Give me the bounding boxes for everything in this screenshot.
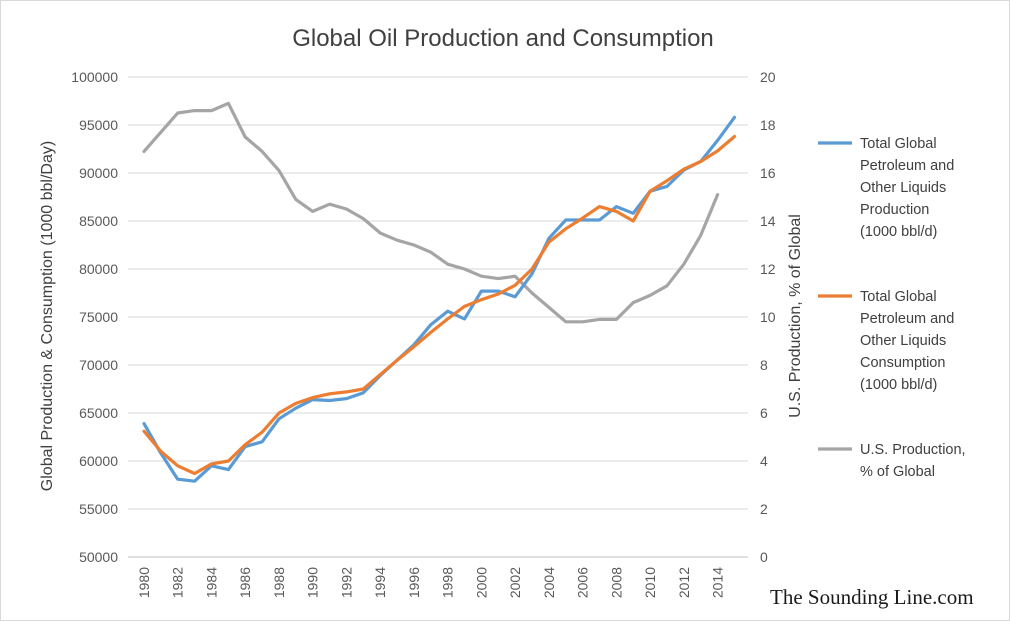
left-tick-label: 55000 <box>79 501 118 517</box>
left-tick-label: 90000 <box>79 165 118 181</box>
chart-title: Global Oil Production and Consumption <box>292 25 714 52</box>
left-tick-label: 85000 <box>79 213 118 229</box>
left-tick-label: 75000 <box>79 309 118 325</box>
x-tick-label: 1992 <box>338 567 354 598</box>
legend-label-line: (1000 bbl/d) <box>860 224 937 240</box>
right-axis-ticks: 0 2 4 6 8 10 12 14 16 18 20 <box>760 69 776 565</box>
right-tick-label: 16 <box>760 165 776 181</box>
x-tick-label: 2000 <box>473 567 489 598</box>
legend-label-line: Other Liquids <box>860 333 946 349</box>
legend-label-line: Total Global <box>860 136 937 152</box>
legend-label-line: U.S. Production, <box>860 442 966 458</box>
legend-label-3: U.S. Production, % of Global <box>860 442 966 480</box>
right-tick-label: 8 <box>760 357 768 373</box>
right-tick-label: 14 <box>760 213 776 229</box>
left-tick-label: 100000 <box>71 69 118 85</box>
left-tick-label: 50000 <box>79 549 118 565</box>
legend-label-line: Petroleum and <box>860 158 954 174</box>
right-tick-label: 20 <box>760 69 776 85</box>
left-tick-label: 60000 <box>79 453 118 469</box>
legend-label-line: Other Liquids <box>860 180 946 196</box>
series-line-2 <box>142 134 737 476</box>
right-tick-label: 18 <box>760 117 776 133</box>
legend-label-2: Total Global Petroleum and Other Liquids Co… <box>860 289 954 393</box>
x-tick-label: 1996 <box>406 567 422 598</box>
x-tick-label: 2006 <box>575 567 591 598</box>
legend: Total Global Petroleum and Other Liquids Pr… <box>818 136 966 480</box>
x-tick-label: 2008 <box>608 567 624 598</box>
x-tick-label: 2002 <box>507 567 523 598</box>
left-tick-label: 95000 <box>79 117 118 133</box>
right-axis-title: U.S. Production, % of Global <box>787 214 804 418</box>
legend-label-1: Total Global Petroleum and Other Liquids Pr… <box>860 136 954 240</box>
right-tick-label: 12 <box>760 261 776 277</box>
right-tick-label: 2 <box>760 501 768 517</box>
x-tick-label: 1984 <box>203 567 219 598</box>
legend-label-line: Total Global <box>860 289 937 305</box>
x-tick-label: 1988 <box>271 567 287 598</box>
series-lines <box>142 101 737 483</box>
legend-label-line: Production <box>860 202 929 218</box>
x-tick-label: 1994 <box>372 567 388 598</box>
right-tick-label: 4 <box>760 453 768 469</box>
x-tick-label: 1998 <box>440 567 456 598</box>
x-tick-label: 1990 <box>305 567 321 598</box>
x-axis-ticks: 1980 1982 1984 1986 1988 1990 1992 1994 1996 1998… <box>136 567 726 598</box>
left-axis-ticks: 50000 55000 60000 65000 70000 75000 80000 85000… <box>71 69 118 565</box>
legend-label-line: (1000 bbl/d) <box>860 377 937 393</box>
x-tick-label: 2010 <box>642 567 658 598</box>
left-tick-label: 70000 <box>79 357 118 373</box>
x-tick-label: 1980 <box>136 567 152 598</box>
left-tick-label: 65000 <box>79 405 118 421</box>
series-line-1 <box>142 115 737 483</box>
left-tick-label: 80000 <box>79 261 118 277</box>
gridlines <box>128 76 748 558</box>
x-tick-label: 1986 <box>237 567 253 598</box>
right-tick-label: 10 <box>760 309 776 325</box>
series-line-3 <box>142 101 720 324</box>
legend-label-line: Consumption <box>860 355 945 371</box>
right-tick-label: 0 <box>760 549 768 565</box>
legend-label-line: % of Global <box>860 464 935 480</box>
x-tick-label: 1982 <box>170 567 186 598</box>
left-axis-title: Global Production & Consumption (1000 bb… <box>39 141 56 491</box>
x-tick-label: 2004 <box>541 567 557 598</box>
x-tick-label: 2014 <box>710 567 726 598</box>
x-tick-label: 2012 <box>676 567 692 598</box>
watermark-text: The Sounding Line.com <box>770 585 974 609</box>
legend-label-line: Petroleum and <box>860 311 954 327</box>
right-tick-label: 6 <box>760 405 768 421</box>
